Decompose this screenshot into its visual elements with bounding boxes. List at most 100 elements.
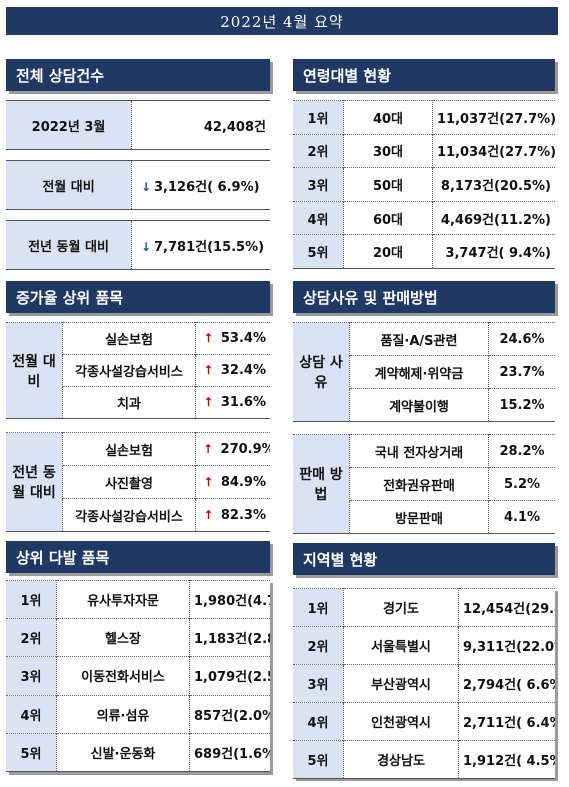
reason-item-name: 품질·A/S관련 xyxy=(349,322,489,356)
total-row: 전월 대비 ↓ 3,126건( 6.9%) xyxy=(6,160,270,210)
reason-row: 방문판매 4.1% xyxy=(293,500,555,534)
age-group: 30대 xyxy=(343,134,433,168)
increase-item-value: ↑ 31.6% xyxy=(195,386,270,419)
total-row-label: 2022년 3월 xyxy=(6,100,132,150)
region-value: 2,711건( 6.4%) xyxy=(458,702,555,741)
frequent-row: 2위 헬스장 1,183건(2.8%) xyxy=(6,618,270,657)
increase-row: 치과 ↑ 31.6% xyxy=(6,386,270,419)
total-row: 2022년 3월 42,408건 xyxy=(6,100,270,150)
increase-item-name: 치과 xyxy=(62,386,196,419)
total-row: 전년 동월 대비 ↓ 7,781건(15.5%) xyxy=(6,220,270,270)
frequent-rank: 2위 xyxy=(6,618,57,657)
region-value: 2,794건( 6.6%) xyxy=(458,664,555,703)
frequent-row: 4위 의류·섬유 857건(2.0%) xyxy=(6,695,270,734)
frequent-value: 1,079건(2.5%) xyxy=(189,656,270,696)
increase-group-label: 전년 동월 대비 xyxy=(6,432,63,532)
increase-header: 증가율 상위 품목 xyxy=(6,281,270,313)
age-group: 60대 xyxy=(343,201,433,235)
frequent-value: 857건(2.0%) xyxy=(189,695,270,734)
region-rank: 4위 xyxy=(293,702,344,741)
down-arrow-icon: ↓ xyxy=(140,179,152,194)
reason-group-label: 상담 사유 xyxy=(293,322,350,422)
reason-item-value: 5.2% xyxy=(488,467,555,501)
reason-row: 계약해제·위약금 23.7% xyxy=(293,355,555,389)
reason-item-value: 4.1% xyxy=(488,500,555,534)
frequent-rank: 4위 xyxy=(6,695,57,734)
age-row: 4위 60대 4,469건(11.2%) xyxy=(293,201,555,235)
frequent-row: 5위 신발·운동화 689건(1.6%) xyxy=(6,733,270,772)
reason-item-value: 23.7% xyxy=(488,355,555,389)
age-row: 1위 40대 11,037건(27.7%) xyxy=(293,100,555,135)
reason-row: 판매 방법 국내 전자상거래 28.2% xyxy=(293,434,555,534)
region-rank: 2위 xyxy=(293,626,344,665)
region-name: 경기도 xyxy=(343,588,459,627)
increase-item-value: ↑ 84.9% xyxy=(195,465,270,499)
age-rank: 5위 xyxy=(293,234,344,269)
reason-panel: 상담 사유 품질·A/S관련 24.6% 계약해제·위약금 23.7% 계약불이… xyxy=(293,322,555,534)
frequent-value: 1,183건(2.8%) xyxy=(189,618,270,657)
frequent-name: 신발·운동화 xyxy=(56,733,190,772)
age-header: 연령대별 현황 xyxy=(293,59,555,91)
reason-group-label: 판매 방법 xyxy=(293,434,350,534)
age-group: 50대 xyxy=(343,167,433,202)
region-name: 부산광역시 xyxy=(343,664,459,703)
frequent-name: 이동전화서비스 xyxy=(56,656,190,696)
region-name: 인천광역시 xyxy=(343,702,459,741)
frequent-value: 689건(1.6%) xyxy=(189,733,270,772)
increase-item-name: 실손보험 xyxy=(62,322,196,355)
region-value: 9,311건(22.0%) xyxy=(458,626,555,665)
frequent-header: 상위 다발 품목 xyxy=(6,541,270,573)
frequent-rank: 1위 xyxy=(6,580,57,619)
total-row-value: 42,408건 xyxy=(131,100,270,150)
age-row: 3위 50대 8,173건(20.5%) xyxy=(293,167,555,202)
frequent-name: 유사투자자문 xyxy=(56,580,190,619)
increase-item-name: 각종사설강습서비스 xyxy=(62,354,196,387)
frequent-rank: 3위 xyxy=(6,656,57,696)
region-row: 2위 서울특별시 9,311건(22.0%) xyxy=(293,626,555,665)
age-value: 11,034건(27.7%) xyxy=(432,134,555,168)
up-arrow-icon: ↑ xyxy=(203,507,214,522)
region-rank: 1위 xyxy=(293,588,344,627)
increase-group-label: 전월 대비 xyxy=(6,322,63,419)
region-rank: 5위 xyxy=(293,740,344,779)
page-title: 2022년 4월 요약 xyxy=(6,7,558,35)
frequent-name: 헬스장 xyxy=(56,618,190,657)
region-value: 1,912건( 4.5%) xyxy=(458,740,555,779)
up-arrow-icon: ↑ xyxy=(203,363,214,377)
region-row: 1위 경기도 12,454건(29.4%) xyxy=(293,588,555,627)
frequent-panel: 1위 유사투자자문 1,980건(4.7%) 2위 헬스장 1,183건(2.8… xyxy=(6,580,270,772)
reason-item-name: 국내 전자상거래 xyxy=(349,434,489,468)
increase-item-value: ↑ 270.9% xyxy=(195,432,270,466)
region-rank: 3위 xyxy=(293,664,344,703)
reason-row: 계약불이행 15.2% xyxy=(293,388,555,422)
age-rank: 1위 xyxy=(293,100,344,135)
increase-row: 전월 대비 실손보험 ↑ 53.4% xyxy=(6,322,270,419)
reason-row: 전화권유판매 5.2% xyxy=(293,467,555,501)
total-row-value: ↓ 7,781건(15.5%) xyxy=(131,220,270,270)
region-row: 4위 인천광역시 2,711건( 6.4%) xyxy=(293,702,555,741)
frequent-value: 1,980건(4.7%) xyxy=(189,580,270,619)
frequent-row: 3위 이동전화서비스 1,079건(2.5%) xyxy=(6,656,270,696)
region-panel: 1위 경기도 12,454건(29.4%) 2위 서울특별시 9,311건(22… xyxy=(293,588,555,779)
reason-item-name: 전화권유판매 xyxy=(349,467,489,501)
increase-item-value: ↑ 32.4% xyxy=(195,354,270,387)
up-arrow-icon: ↑ xyxy=(203,474,214,489)
age-value: 8,173건(20.5%) xyxy=(432,167,555,202)
age-rank: 2위 xyxy=(293,134,344,168)
reason-item-value: 15.2% xyxy=(488,388,555,422)
increase-item-name: 사진촬영 xyxy=(62,465,196,499)
increase-row: 전년 동월 대비 실손보험 ↑ 270.9% xyxy=(6,432,270,532)
increase-item-name: 각종사설강습서비스 xyxy=(62,498,196,532)
region-value: 12,454건(29.4%) xyxy=(458,588,555,627)
region-name: 서울특별시 xyxy=(343,626,459,665)
frequent-row: 1위 유사투자자문 1,980건(4.7%) xyxy=(6,580,270,619)
reason-item-name: 계약불이행 xyxy=(349,388,489,422)
age-rank: 3위 xyxy=(293,167,344,202)
region-row: 5위 경상남도 1,912건( 4.5%) xyxy=(293,740,555,779)
age-row: 5위 20대 3,747건( 9.4%) xyxy=(293,234,555,269)
age-value: 4,469건(11.2%) xyxy=(432,201,555,235)
age-value: 11,037건(27.7%) xyxy=(432,100,555,135)
total-header: 전체 상담건수 xyxy=(6,59,270,91)
frequent-rank: 5위 xyxy=(6,733,57,772)
reason-item-name: 계약해제·위약금 xyxy=(349,355,489,389)
